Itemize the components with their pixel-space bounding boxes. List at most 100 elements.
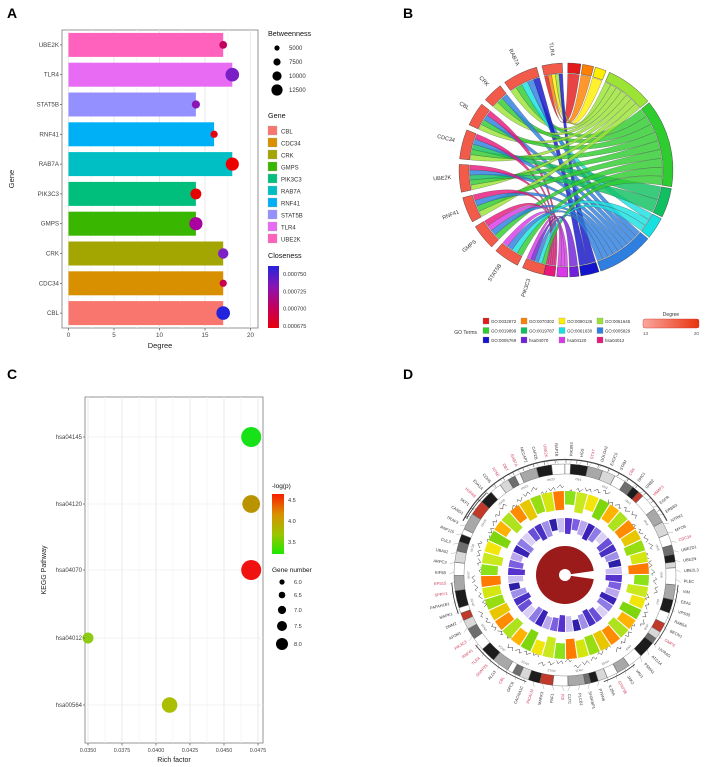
gene-legend-swatch	[267, 125, 278, 136]
legend-swatch	[558, 317, 566, 325]
circos-gene-label: UBE2L3	[684, 567, 700, 573]
top-track-tick	[502, 477, 506, 481]
chord-ribbon	[502, 211, 565, 267]
gene-model-mark	[556, 660, 564, 665]
circos-gene-label: MYO6	[674, 523, 687, 532]
gene-legend-swatch	[267, 185, 278, 196]
heat-segment-outer	[591, 498, 610, 521]
gene-model-mark	[624, 631, 632, 637]
heat-segment-outer	[565, 638, 577, 659]
heat-segment-outer	[509, 504, 528, 524]
heat-segment-inner	[565, 615, 574, 632]
chromosome-label: chr12	[547, 668, 556, 673]
heat-segment-inner	[582, 608, 596, 627]
closeness-tick-label: 0.000750	[283, 272, 306, 278]
circos-gene-label: TRAF3	[446, 515, 460, 526]
ideogram-band	[644, 632, 657, 644]
gene-model-mark	[645, 602, 650, 610]
heat-segment-outer	[584, 494, 599, 513]
panel-a-bar-chart: UBE2K TLR4 STAT5B RNF41 RAB7A PIK3C3 GMPS CRK CD…	[7, 29, 312, 350]
heat-segment-outer	[633, 575, 649, 586]
betweenness-legend-dot	[271, 84, 283, 96]
circos-gene-label-red: PICALM	[525, 689, 534, 705]
legend-swatch	[482, 327, 490, 334]
gene-legend-swatch	[267, 209, 278, 220]
gene-arc-label: PIK3C3	[521, 278, 533, 298]
chromosome-label: chr16	[469, 598, 475, 607]
gene-model-mark	[608, 499, 614, 506]
gene-model-mark	[537, 661, 546, 666]
gene-number-dot	[278, 591, 286, 599]
dot-TLR4	[225, 67, 240, 82]
gene-model-mark	[653, 577, 658, 585]
gene-model-mark	[474, 584, 479, 592]
circos-gene-label: CACNA1C	[513, 685, 525, 705]
heat-segment-outer	[616, 611, 636, 630]
gene-model-mark	[653, 586, 659, 594]
legend-swatch	[596, 336, 604, 344]
ideogram-band	[461, 528, 474, 539]
term-arc-4	[641, 102, 674, 187]
gene-model-mark	[620, 638, 626, 644]
circos-gene-label: SKP1	[459, 497, 471, 508]
heat-segment-inner	[598, 544, 617, 558]
chromosome-label: chr1	[575, 477, 582, 482]
ideogram-band	[651, 619, 665, 633]
betweenness-legend-dot	[273, 58, 281, 66]
bar-TLR4	[68, 62, 233, 87]
dot-RNF41	[210, 130, 218, 138]
bubble-hsa04120	[242, 495, 261, 513]
gene-model-mark	[573, 664, 581, 669]
track-arc	[654, 584, 679, 646]
center-wedge	[565, 570, 596, 580]
gene-legend-title: Gene	[268, 111, 286, 120]
term-arc-1	[580, 64, 594, 77]
ideogram-band	[539, 673, 554, 686]
ideogram-band	[493, 652, 513, 671]
circos-gene-label: PLEC	[684, 578, 695, 583]
panel-b-label: B	[403, 5, 414, 21]
chromosome-label: chr13	[521, 659, 530, 666]
dot-STAT5B	[191, 100, 200, 109]
heat-segment-inner	[605, 566, 622, 575]
gene-legend-label: PIK3C3	[281, 178, 302, 184]
circos-gene-label-red: CRK	[627, 466, 636, 476]
ideogram-band	[603, 663, 618, 678]
gene-number-dot	[279, 579, 285, 585]
term-arc-5	[652, 186, 672, 218]
heat-segment-inner	[534, 523, 548, 541]
y-axis-title: Gene	[7, 170, 16, 188]
chromosome-label: chr2	[601, 484, 609, 490]
closeness-gradient-bar	[268, 266, 279, 328]
gene-number-value: 8.0	[294, 642, 302, 648]
heat-segment-outer	[484, 541, 502, 556]
legend-term-label: GO:0005829	[605, 329, 631, 334]
gene-arc-UBE2K	[458, 164, 472, 193]
ideogram-band	[459, 534, 472, 545]
y-tick-label: GMPS	[41, 221, 59, 228]
gene-model-mark	[533, 651, 539, 658]
degree-legend-title: Degree	[663, 312, 680, 318]
heat-segment-outer	[601, 625, 621, 646]
circos-gene-label-red: CBL	[497, 675, 506, 685]
heat-segment-outer	[489, 602, 511, 621]
gene-model-mark	[482, 599, 487, 608]
gene-model-mark	[478, 592, 483, 599]
gene-model-mark	[631, 511, 637, 519]
term-arc-6	[641, 213, 662, 238]
circos-gene-label: MAPK3	[537, 690, 545, 705]
heat-segment-inner	[577, 613, 589, 630]
betweenness-legend-value: 10000	[289, 74, 306, 80]
heat-segment-inner	[517, 538, 534, 554]
gene-legend-label: TLR4	[281, 226, 296, 232]
top-track-tick	[650, 500, 654, 504]
circos-gene-label: STAM	[618, 459, 627, 471]
circos-gene-label-red: DBT	[502, 463, 510, 473]
ideogram-band	[570, 463, 588, 477]
circos-gene-label: GRB2	[644, 477, 656, 489]
gene-legend-label: GMPS	[281, 166, 299, 172]
gene-model-mark	[597, 650, 604, 656]
ideogram-band	[664, 554, 676, 564]
bar-CDC34	[68, 271, 224, 296]
